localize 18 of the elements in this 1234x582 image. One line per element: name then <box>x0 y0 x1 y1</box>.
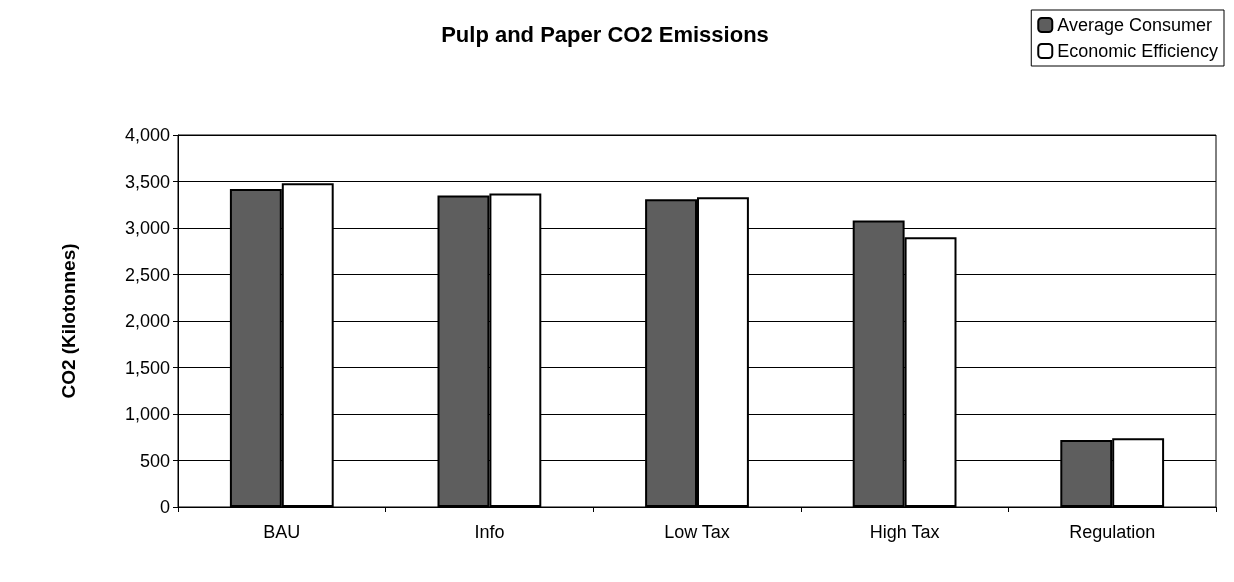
y-tick-label: 4,000 <box>124 125 170 145</box>
x-tick-label: High Tax <box>869 522 940 542</box>
y-tick-label: 500 <box>139 450 170 471</box>
chart-title: Pulp and Paper CO2 Emissions <box>441 21 769 47</box>
x-tick-label: Low Tax <box>664 522 730 542</box>
y-tick-label: 2,000 <box>124 311 170 331</box>
y-axis-title: CO2 (Kilotonnes) <box>58 243 79 399</box>
x-tick-label: BAU <box>263 522 301 542</box>
legend-label: Average Consumer <box>1057 15 1213 35</box>
y-tick-label: 3,500 <box>124 171 170 192</box>
y-tick-label: 0 <box>159 497 170 517</box>
x-tick-label: Regulation <box>1069 522 1156 542</box>
y-tick-label: 3,000 <box>124 218 170 238</box>
legend-label: Economic Efficiency <box>1057 41 1218 61</box>
y-tick-label: 1,000 <box>124 404 170 424</box>
x-tick-label: Info <box>474 522 505 542</box>
y-tick-label: 1,500 <box>124 357 170 378</box>
y-tick-label: 2,500 <box>124 264 170 285</box>
